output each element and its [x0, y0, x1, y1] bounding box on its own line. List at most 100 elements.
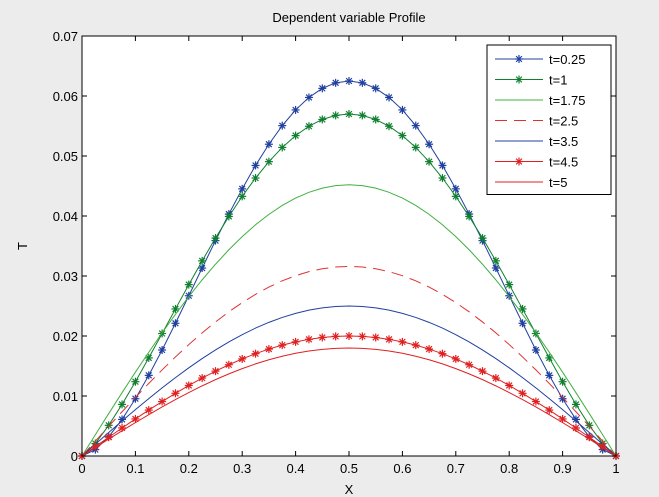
data-point-star	[558, 394, 567, 403]
y-tick-label: 0.07	[53, 29, 78, 44]
x-tick-label: 0.9	[554, 461, 572, 476]
data-point-star	[465, 360, 474, 369]
data-point-star	[304, 122, 313, 131]
series-line	[81, 305, 617, 457]
data-point-star	[491, 264, 500, 273]
data-point-star	[198, 256, 207, 265]
data-point-star	[518, 304, 527, 313]
data-point-star	[211, 234, 220, 243]
data-point-star	[158, 345, 167, 354]
data-point-star	[371, 333, 380, 342]
data-point-star	[398, 337, 407, 346]
data-point-star	[131, 414, 140, 423]
legend-label: t=1.75	[549, 93, 586, 108]
data-point-star	[438, 349, 447, 358]
legend-label: t=2.5	[549, 114, 578, 129]
legend-item: t=1	[495, 73, 567, 88]
x-tick-label: 0.2	[180, 461, 198, 476]
data-point-star	[385, 335, 394, 344]
series-t=2.5	[81, 265, 617, 457]
data-point-star	[531, 397, 540, 406]
data-point-star	[198, 374, 207, 383]
legend-item: t=4.5	[495, 155, 578, 170]
data-point-star	[558, 377, 567, 386]
data-point-star	[505, 280, 514, 289]
data-point-star	[278, 121, 287, 130]
y-tick-label: 0.02	[53, 329, 78, 344]
x-tick-label: 0	[78, 461, 85, 476]
data-point-star	[358, 78, 367, 87]
series-t=1.75	[81, 184, 617, 457]
data-point-star	[515, 157, 523, 166]
data-point-star	[264, 140, 273, 149]
series-t=1	[78, 110, 620, 460]
data-point-star	[465, 212, 474, 221]
data-point-star	[158, 397, 167, 406]
series-layer	[78, 77, 620, 460]
data-point-star	[371, 115, 380, 124]
data-point-star	[171, 304, 180, 313]
data-point-star	[438, 161, 447, 170]
legend: t=0.25 t=1 t=1.75 t=2.5 t=3.5 t=4.5 t=5	[486, 44, 612, 195]
data-point-star	[478, 234, 487, 243]
x-axis-label: X	[345, 482, 354, 497]
data-point-star	[251, 349, 260, 358]
data-point-star	[345, 77, 353, 85]
data-point-star	[331, 111, 340, 120]
data-point-star	[278, 341, 287, 350]
x-tick-label: 0.5	[340, 461, 358, 476]
data-point-star	[451, 354, 460, 363]
data-point-star	[238, 192, 247, 201]
data-point-star	[224, 212, 233, 221]
data-point-star	[518, 389, 527, 398]
data-point-star	[505, 381, 514, 390]
data-point-star	[291, 105, 300, 114]
series-t=5	[81, 347, 617, 457]
legend-item: t=1.75	[495, 93, 586, 108]
data-point-star	[558, 414, 567, 423]
data-point-star	[331, 78, 340, 87]
data-point-star	[318, 84, 327, 93]
data-point-star	[571, 415, 580, 424]
legend-item: t=0.25	[495, 52, 586, 67]
y-tick-label: 0.04	[53, 209, 78, 224]
data-point-star	[211, 367, 220, 376]
x-tick-label: 0.3	[233, 461, 251, 476]
data-point-star	[345, 110, 353, 118]
data-point-star	[184, 381, 193, 390]
data-point-star	[131, 394, 140, 403]
data-point-star	[304, 93, 313, 102]
data-point-star	[515, 55, 523, 63]
data-point-star	[571, 400, 580, 409]
x-tick-label: 0.8	[500, 461, 518, 476]
x-tick-label: 0.6	[393, 461, 411, 476]
data-point-star	[438, 174, 447, 183]
data-point-star	[518, 319, 527, 328]
x-tick-label: 0.4	[287, 461, 305, 476]
data-point-star	[198, 264, 207, 273]
data-point-star	[224, 360, 233, 369]
data-point-star	[491, 256, 500, 265]
legend-item: t=2.5	[495, 114, 578, 129]
legend-label: t=3.5	[549, 134, 578, 149]
data-point-star	[118, 400, 127, 409]
data-point-star	[318, 333, 327, 342]
data-point-star	[411, 341, 420, 350]
data-point-star	[144, 371, 153, 380]
x-tick-label: 0.1	[126, 461, 144, 476]
legend-label: t=0.25	[549, 52, 586, 67]
data-point-star	[171, 389, 180, 398]
data-point-star	[318, 115, 327, 124]
data-point-star	[118, 415, 127, 424]
data-point-star	[171, 319, 180, 328]
data-point-star	[411, 143, 420, 152]
data-point-star	[144, 406, 153, 415]
data-point-star	[398, 105, 407, 114]
y-axis-label: T	[15, 242, 30, 250]
chart-title: Dependent variable Profile	[272, 10, 425, 25]
series-line	[81, 347, 617, 457]
y-tick-label: 0	[71, 449, 78, 464]
data-point-star	[238, 354, 247, 363]
data-point-star	[585, 421, 594, 430]
